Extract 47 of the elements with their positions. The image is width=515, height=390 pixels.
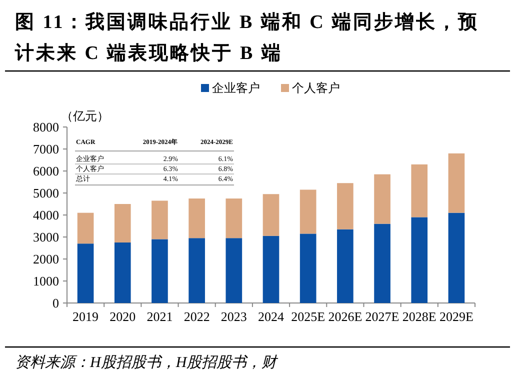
legend-label: 企业客户 [212,81,260,95]
y-tick-label: 5000 [33,186,59,200]
y-tick-label: 0 [52,296,59,310]
bar [337,183,354,230]
bar [448,212,465,303]
bar [114,242,131,303]
y-tick-label: 8000 [33,120,59,134]
x-tick-label: 2022 [184,309,210,324]
bar [152,239,168,303]
bar [411,217,428,303]
legend-label: 个人客户 [292,81,340,95]
bar [262,194,280,236]
y-tick-label: 2000 [33,252,59,266]
y-tick-label: 7000 [33,142,59,156]
y-tick-label: 3000 [33,230,59,244]
x-tick-label: 2026E [328,309,362,324]
y-tick-label: 6000 [33,164,59,178]
x-tick-label: 2025E [291,309,326,324]
x-tick-label: 2028E [402,309,436,324]
x-tick-label: 2020 [110,309,136,324]
bar [448,153,465,213]
bar [337,229,354,303]
x-tick-label: 2027E [365,309,400,324]
title: 图 11：我国调味品行业 B 端和 C 端同步增长，预计未来 C 端表现略快于 B 端 [15,12,480,64]
bar [77,244,94,303]
bar [300,234,316,303]
bar [188,198,205,238]
bar [374,174,390,224]
y-tick-label: 1000 [33,274,59,288]
bar [226,238,242,303]
x-tick-label: 2024 [258,309,284,324]
bar [226,198,242,238]
x-tick-label: 2029E [439,309,474,324]
bar [77,212,94,244]
bar [114,204,131,242]
x-tick-label: 2023 [220,309,247,324]
y-tick-label: 4000 [33,208,59,222]
bar [374,224,390,303]
x-tick-label: 2021 [146,309,173,324]
y-axis-title: （亿元） [61,109,109,123]
bar [188,238,205,303]
bar [411,164,428,218]
bar [300,190,316,234]
text: 资料来源：H股招股书，H股招股书，财 [15,354,279,371]
x-tick-label: 2019 [72,309,99,324]
bar [152,200,168,240]
bar [262,236,280,303]
